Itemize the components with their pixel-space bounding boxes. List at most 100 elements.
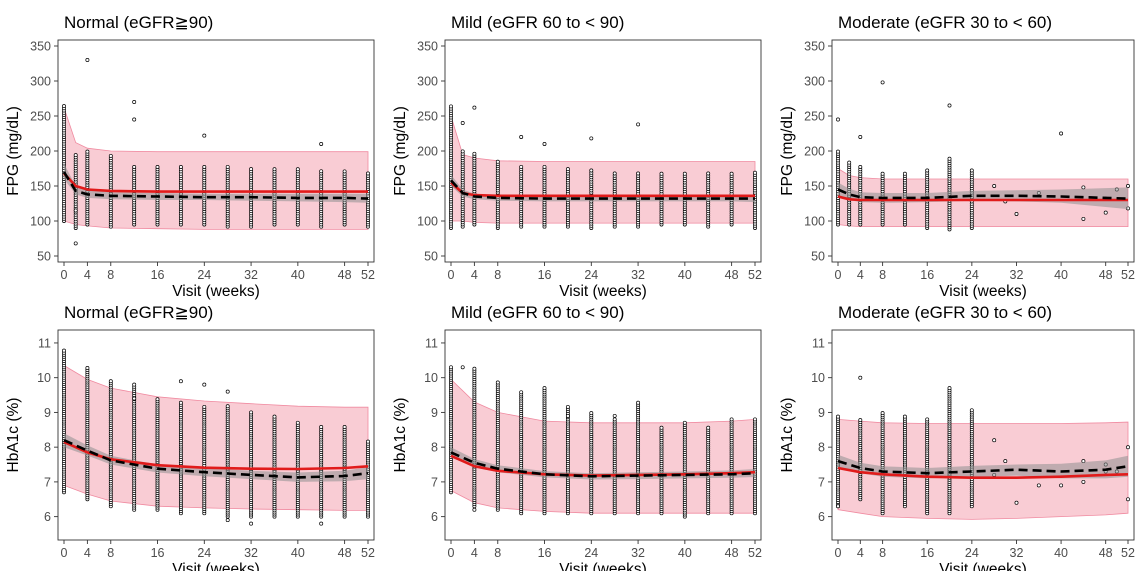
observed-mean-line	[450, 451, 756, 478]
panel-title: Normal (eGFR≧90)	[64, 303, 213, 322]
y-tick-label: 11	[425, 336, 438, 350]
y-tick-label: 100	[804, 215, 825, 229]
data-point	[753, 417, 757, 422]
data-point	[132, 117, 137, 122]
data-point	[612, 171, 617, 176]
data-point	[366, 439, 370, 444]
data-point	[706, 425, 711, 430]
panel-2: Mild (eGFR 60 to < 90) FPG (mg/dL) Visit (…	[392, 13, 762, 300]
data-point	[178, 400, 183, 405]
y-tick-label: 250	[30, 110, 51, 124]
x-tick-label: 40	[291, 268, 305, 282]
data-point	[272, 414, 277, 419]
x-tick-label: 48	[1099, 268, 1113, 282]
y-tick-label: 300	[417, 75, 438, 89]
y-tick-label: 200	[804, 145, 825, 159]
data-point	[132, 382, 137, 387]
x-tick-label: 16	[920, 268, 934, 282]
x-tick-label: 4	[471, 546, 478, 560]
data-point	[992, 438, 997, 443]
data-point	[1081, 216, 1086, 221]
x-tick-label: 48	[338, 268, 352, 282]
y-tick-label: 100	[417, 215, 438, 229]
data-point	[449, 365, 453, 370]
data-point	[495, 380, 500, 385]
data-point	[460, 121, 465, 125]
data-point	[319, 169, 324, 174]
x-tick-label: 52	[748, 268, 762, 282]
x-tick-label: 24	[584, 546, 598, 560]
x-tick-label: 24	[965, 546, 979, 560]
data-point	[1126, 445, 1130, 450]
data-point	[1059, 131, 1064, 136]
x-tick-label: 40	[1054, 268, 1068, 282]
data-point	[1036, 483, 1041, 488]
y-tick-label: 7	[818, 475, 825, 489]
y-tick-label: 250	[804, 110, 825, 124]
data-point	[249, 167, 254, 172]
x-tick-label: 4	[84, 546, 91, 560]
y-tick-label: 300	[804, 75, 825, 89]
plot-area	[836, 80, 1130, 232]
data-point	[342, 169, 347, 174]
data-point	[472, 105, 477, 110]
y-axis-label: HbA1c (%)	[392, 398, 409, 473]
plot-frame	[444, 39, 762, 263]
plot-frame	[831, 39, 1135, 263]
y-tick-label: 6	[818, 510, 825, 524]
data-point	[132, 165, 137, 169]
data-point	[202, 382, 207, 387]
observed-mean-line	[837, 459, 1129, 475]
x-tick-label: 52	[1121, 546, 1135, 560]
y-tick-label: 10	[811, 371, 825, 385]
data-point	[858, 418, 863, 423]
x-tick-label: 0	[61, 268, 68, 282]
data-point	[366, 171, 370, 176]
data-point	[319, 142, 324, 146]
data-point	[589, 411, 594, 416]
data-point	[1003, 459, 1008, 464]
x-tick-label: 0	[835, 268, 842, 282]
data-point	[1059, 483, 1064, 488]
data-point	[519, 135, 524, 139]
panel-6: Moderate (eGFR 30 to < 60) HbA1c (%) Visit…	[779, 303, 1135, 571]
data-point	[249, 410, 254, 415]
data-point	[1103, 210, 1108, 215]
x-tick-label: 4	[84, 268, 91, 282]
data-point	[519, 164, 524, 169]
data-point	[225, 164, 230, 169]
data-point	[460, 365, 465, 370]
data-point	[295, 420, 300, 425]
data-point	[85, 149, 90, 154]
data-point	[202, 133, 207, 138]
x-tick-label: 4	[857, 268, 864, 282]
data-point	[902, 171, 907, 176]
x-tick-label: 32	[631, 546, 645, 560]
data-point	[565, 413, 570, 418]
data-point	[62, 104, 66, 109]
data-point	[565, 167, 570, 172]
data-point	[542, 386, 547, 391]
data-point	[472, 507, 477, 512]
data-point	[947, 103, 952, 108]
data-point	[472, 366, 477, 371]
data-point	[858, 165, 863, 169]
y-tick-label: 9	[431, 406, 438, 420]
y-tick-label: 8	[431, 441, 438, 455]
x-tick-label: 16	[151, 546, 165, 560]
y-axis-label: FPG (mg/dL)	[5, 106, 22, 196]
data-point	[729, 171, 734, 176]
y-tick-label: 100	[30, 215, 51, 229]
model-prediction-line	[837, 195, 1128, 202]
data-point	[682, 171, 687, 176]
x-tick-label: 24	[197, 546, 211, 560]
y-tick-label: 200	[417, 145, 438, 159]
data-point	[836, 149, 840, 154]
panel-5: Mild (eGFR 60 to < 90) HbA1c (%) Visit (we…	[392, 303, 762, 571]
data-point	[636, 122, 641, 127]
x-tick-label: 0	[61, 546, 68, 560]
x-tick-label: 48	[725, 268, 739, 282]
x-tick-label: 32	[631, 268, 645, 282]
y-tick-label: 9	[44, 406, 51, 420]
